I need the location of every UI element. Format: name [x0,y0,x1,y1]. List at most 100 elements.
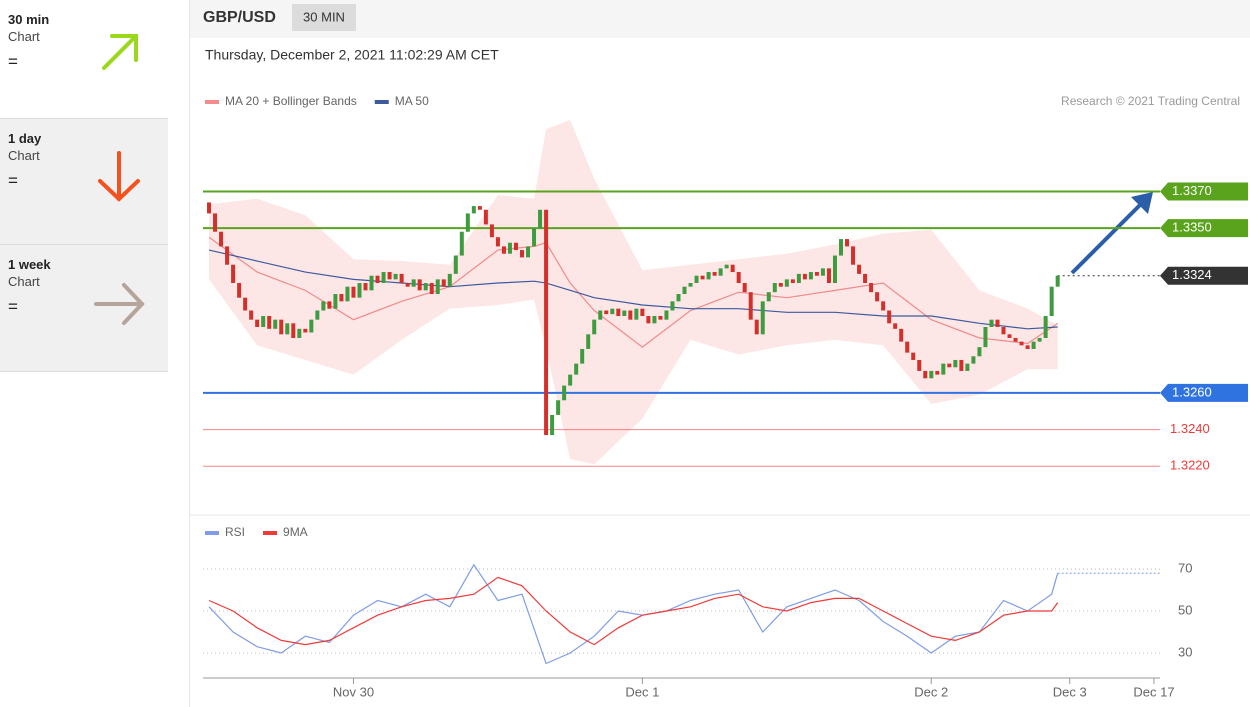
candle [303,328,308,333]
x-tick-label: Dec 2 [914,684,948,699]
candle [983,326,988,348]
legend-label: MA 20 + Bollinger Bands [225,94,357,108]
candle [808,272,813,280]
candle [875,292,880,302]
candle [712,272,717,276]
sidebar-item[interactable]: 30 min Chart = [0,0,168,119]
candle [652,316,657,324]
candle [935,370,940,375]
candle [453,255,458,274]
candle [923,370,928,379]
candle [790,279,795,284]
candle [917,359,922,371]
series-line [208,563,1059,665]
candle [814,272,819,276]
candle [676,294,681,302]
candle [772,283,777,293]
candle [947,363,952,368]
candle [640,308,645,316]
candle [965,363,970,371]
candle [483,209,488,225]
label: Chart [8,148,40,163]
candle [1031,341,1036,349]
candle [255,319,260,327]
candle [489,224,494,238]
candle [459,231,464,256]
candle [321,301,326,311]
x-tick-label: Nov 30 [333,684,374,699]
candle [700,275,705,280]
candle [995,319,1000,327]
sidebar-item[interactable]: 1 week Chart = [0,245,168,372]
candle [688,283,693,287]
legend-swatch [205,531,219,535]
candle [899,328,904,342]
candle [971,356,976,364]
candle [953,359,958,368]
candle [532,228,537,247]
interval: 30 MIN [303,9,345,24]
candle [718,268,723,276]
candle [207,202,212,214]
candle [556,400,561,415]
candle [393,273,398,280]
legend-label: 9MA [283,525,308,539]
candle [592,319,597,335]
candle [225,246,230,265]
candle [796,273,801,284]
candle [429,283,434,295]
candle [501,246,506,254]
candle [634,308,639,320]
level-label: 1.3370 [1172,183,1212,198]
candle [730,264,735,273]
candle [658,316,663,320]
candle [778,283,783,287]
bollinger-band [209,120,1058,465]
candle [495,237,500,247]
candle [646,316,651,324]
candle [237,283,242,298]
candle [447,273,452,287]
candle [562,385,567,401]
candle [375,275,380,284]
candle [261,316,266,327]
candle [845,239,850,247]
ma-line [208,249,1058,330]
credit: Research © 2021 Trading Central [1061,94,1240,108]
candle [417,279,422,291]
candle [538,209,543,229]
legend-swatch [205,100,219,104]
candle [616,308,621,316]
candle [664,310,669,320]
candle [315,310,320,320]
arrow-right [94,283,145,325]
y-tick-label: 70 [1178,560,1192,575]
candle [977,347,982,357]
candle [213,213,218,232]
level-label: 1.3240 [1170,421,1210,436]
legend-label: MA 50 [395,94,429,108]
candle [911,352,916,360]
level-badge [1160,182,1248,201]
candle [285,323,290,335]
sidebar-item[interactable]: 1 day Chart = [0,119,168,245]
candle [339,294,344,302]
candle [989,319,994,327]
candle [887,310,892,324]
label: Chart [8,274,40,289]
candle [839,239,843,256]
level-label: 1.3350 [1172,220,1212,235]
y-tick-label: 30 [1178,644,1192,659]
candle [1013,337,1018,342]
candle [291,323,296,338]
candle [820,268,825,276]
candle [869,283,874,293]
arrow-up [102,34,138,70]
signal: = [8,297,18,316]
candle [405,283,410,287]
legend-swatch [374,100,389,104]
candle [369,275,374,291]
candle [857,264,862,274]
candle [598,310,603,320]
